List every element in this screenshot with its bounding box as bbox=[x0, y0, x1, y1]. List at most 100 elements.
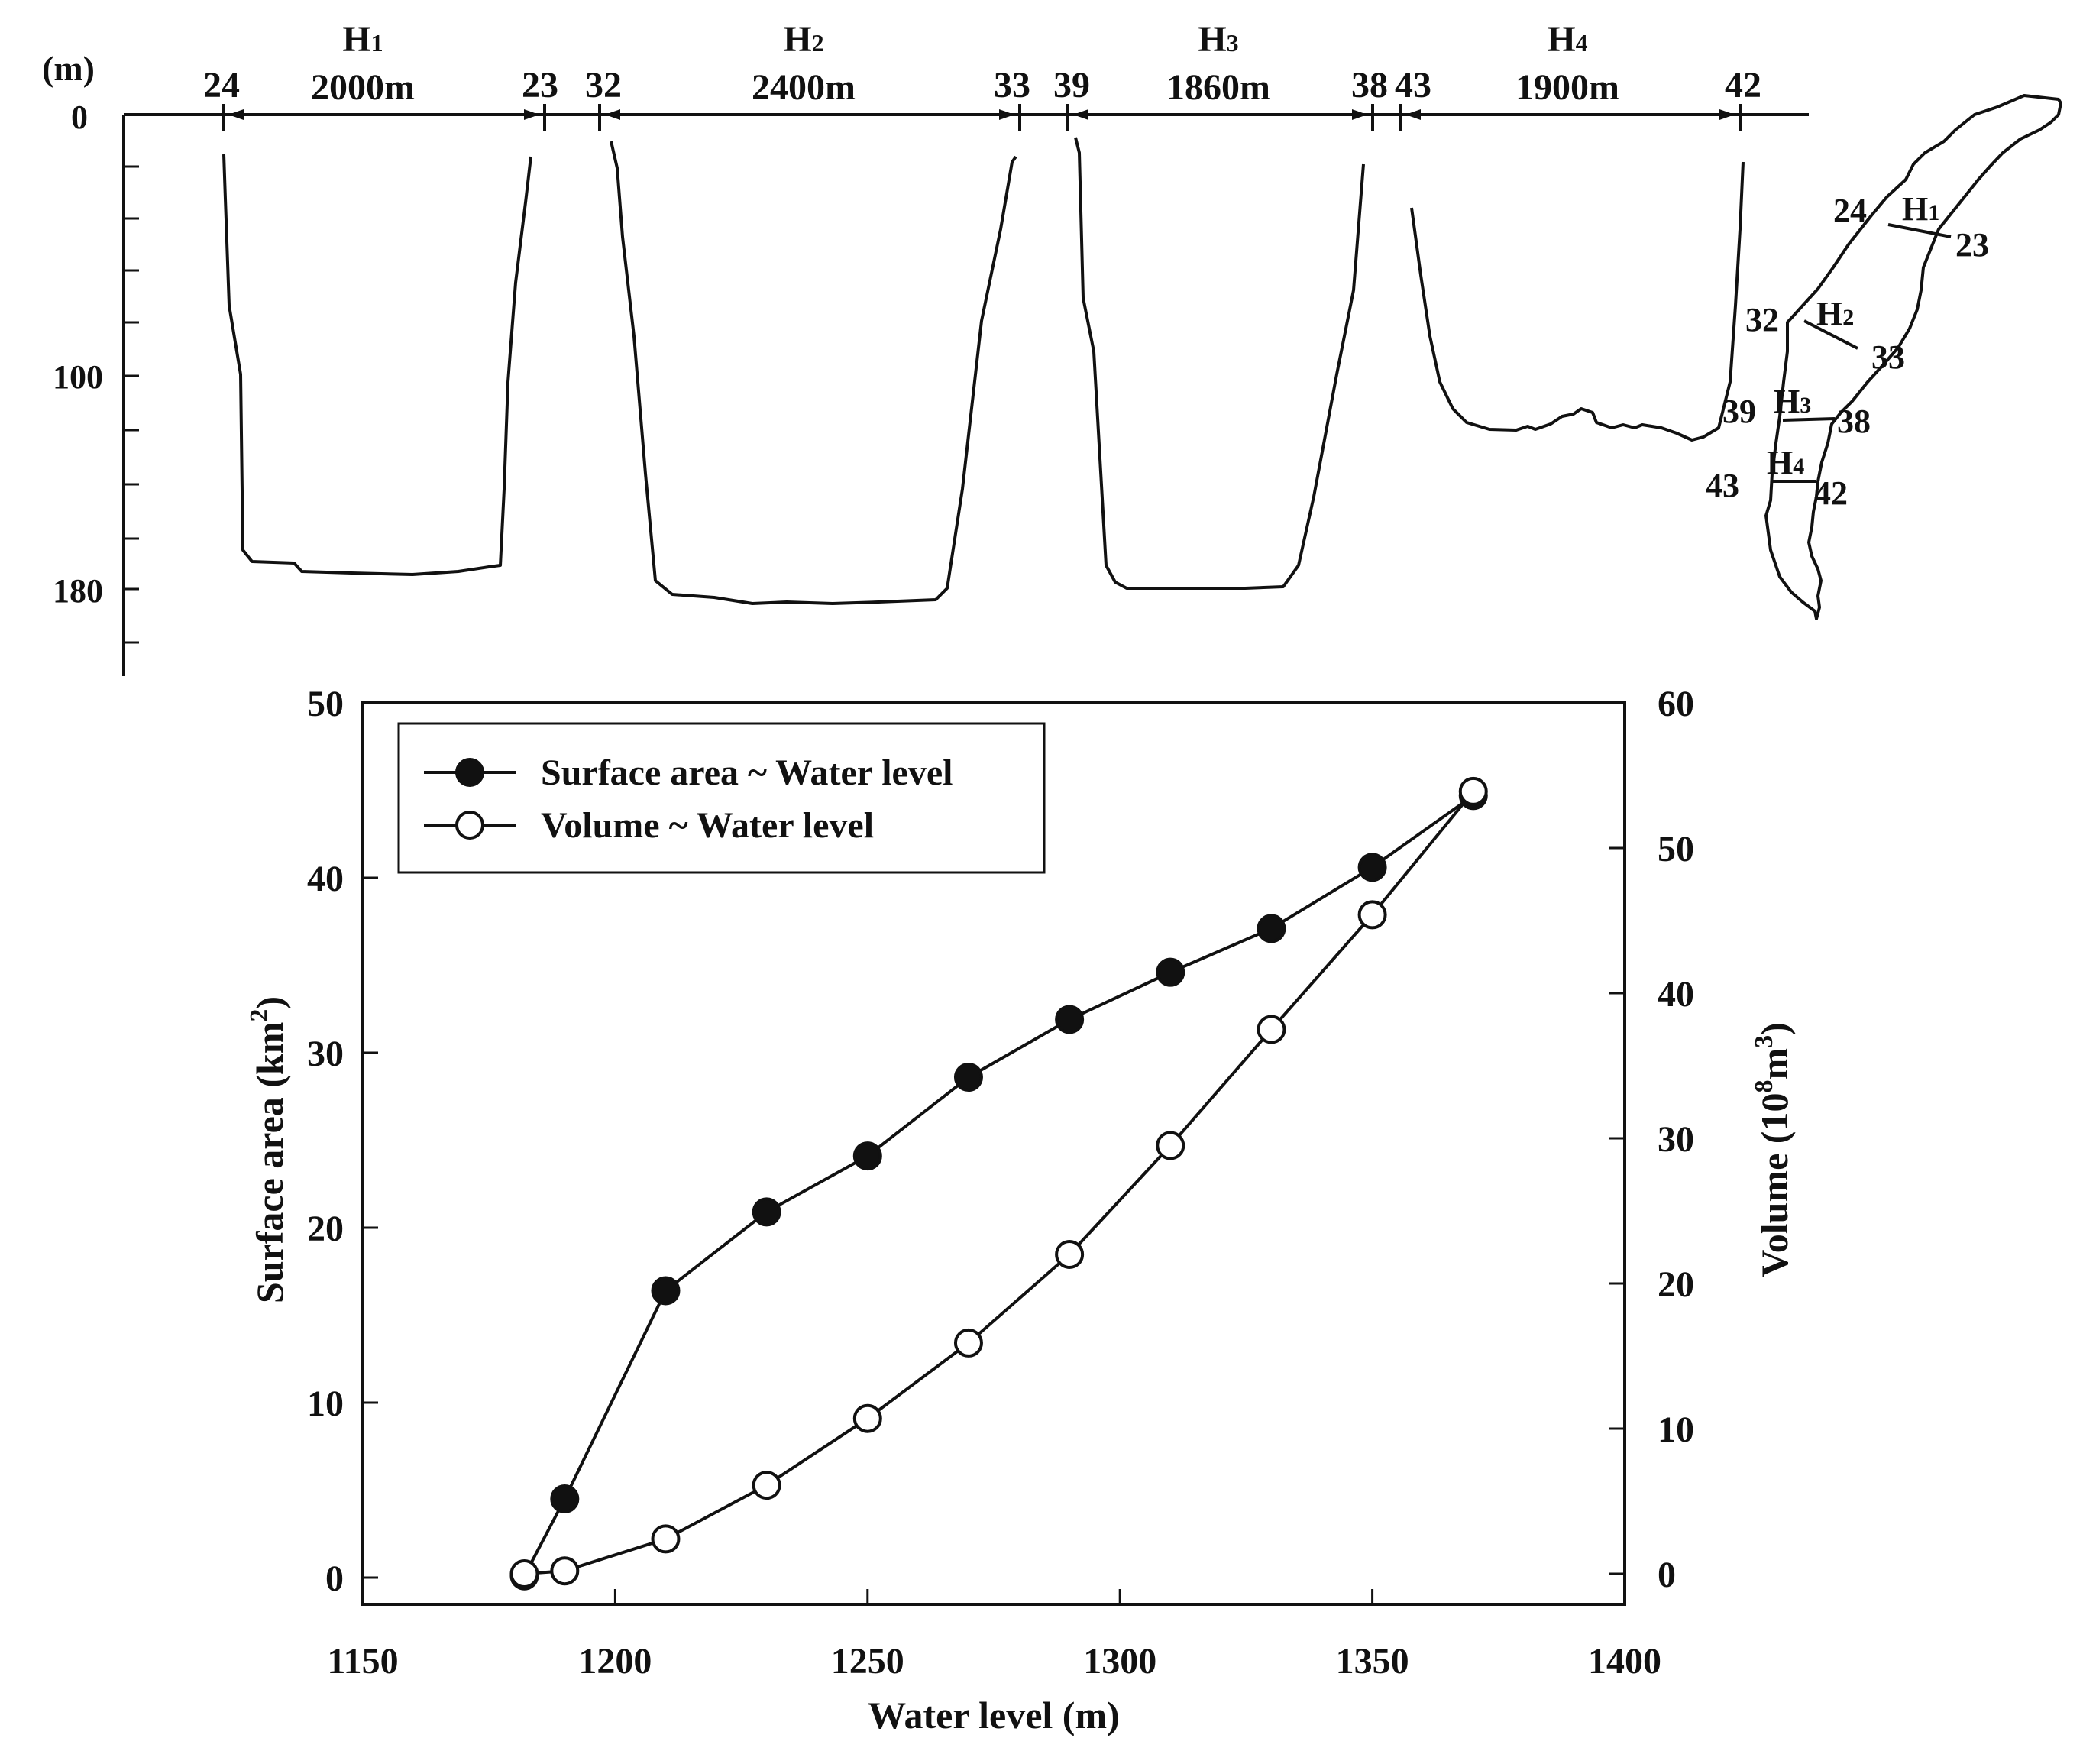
surface-area-point bbox=[852, 1141, 882, 1171]
section-profile bbox=[610, 141, 1017, 605]
section-width-label: 1900m bbox=[1515, 67, 1619, 108]
depth-tick-label: 180 bbox=[53, 572, 103, 610]
volume-point bbox=[752, 1471, 781, 1500]
x-tick-label: 1350 bbox=[1336, 1641, 1409, 1681]
cross-section-panel: (m) 0 100 180 H1 2000m 24 bbox=[42, 19, 2062, 676]
map-section-line bbox=[1887, 223, 1952, 238]
map-section-name: H2 bbox=[1816, 295, 1854, 332]
volume-point bbox=[1257, 1015, 1286, 1044]
map-section-name: H3 bbox=[1774, 383, 1811, 420]
section-width-label: 2000m bbox=[311, 67, 415, 108]
surface-area-point bbox=[1357, 853, 1387, 882]
volume-point bbox=[1156, 1131, 1185, 1160]
x-tick-label: 1200 bbox=[578, 1641, 652, 1681]
surface-area-point bbox=[550, 1484, 580, 1513]
map-point-label: 33 bbox=[1871, 338, 1905, 376]
legend-box bbox=[397, 722, 1046, 874]
section-profile bbox=[1074, 137, 1365, 590]
y2-tick-label: 60 bbox=[1658, 684, 1694, 724]
volume-point bbox=[1458, 776, 1488, 806]
surface-area-point bbox=[752, 1197, 781, 1227]
depth-tick-label: 0 bbox=[71, 99, 88, 136]
y2-tick-label: 30 bbox=[1658, 1119, 1694, 1160]
map-point-label: 24 bbox=[1833, 192, 1867, 229]
section-left-point: 24 bbox=[203, 65, 240, 105]
section-name: H2 bbox=[783, 19, 823, 60]
y2-tick-label: 0 bbox=[1658, 1555, 1676, 1595]
section-right-point: 33 bbox=[994, 65, 1030, 105]
y2-tick-label: 40 bbox=[1658, 974, 1694, 1015]
y2-tick-label: 10 bbox=[1658, 1410, 1694, 1450]
section-width-label: 2400m bbox=[752, 67, 856, 108]
section-h4: H4 1900m 43 42 bbox=[1395, 19, 1761, 442]
depth-tick-label: 100 bbox=[53, 358, 103, 396]
depth-axis-ticks bbox=[124, 113, 139, 644]
volume-point bbox=[1357, 900, 1387, 930]
y-tick-label: 40 bbox=[307, 859, 344, 899]
surface-area-point bbox=[651, 1276, 681, 1306]
series-line-surface-area bbox=[522, 794, 1474, 1577]
x-tick-label: 1150 bbox=[327, 1641, 398, 1681]
section-left-point: 43 bbox=[1395, 65, 1431, 105]
section-right-point: 38 bbox=[1351, 65, 1388, 105]
reservoir-outline bbox=[1764, 94, 2062, 620]
map-section-name: H4 bbox=[1767, 444, 1804, 481]
y2-tick-label: 20 bbox=[1658, 1264, 1694, 1305]
x-tick-label: 1300 bbox=[1083, 1641, 1156, 1681]
section-h2: H2 2400m 32 33 bbox=[585, 19, 1030, 605]
map-section-line bbox=[1782, 417, 1836, 422]
plot-frame bbox=[361, 701, 1626, 1606]
surface-area-point bbox=[1156, 957, 1185, 987]
y-axis-left: 0 10 20 30 40 50 bbox=[307, 684, 378, 1599]
section-name: H3 bbox=[1198, 19, 1238, 60]
depth-unit-label: (m) bbox=[42, 49, 95, 88]
map-section-line bbox=[1803, 319, 1858, 350]
series-layer bbox=[509, 776, 1488, 1591]
volume-point bbox=[852, 1403, 882, 1433]
y-axis-right: 0 10 20 30 40 50 60 bbox=[1609, 684, 1694, 1595]
y-tick-label: 10 bbox=[307, 1384, 344, 1424]
map-point-label: 43 bbox=[1706, 467, 1739, 504]
section-right-point: 42 bbox=[1725, 65, 1761, 105]
section-h3: H3 1860m 39 38 bbox=[1053, 19, 1388, 590]
x-axis-title: Water level (m) bbox=[868, 1694, 1120, 1736]
reservoir-map-inset: H1 24 23 H2 32 33 H3 39 38 H4 43 42 bbox=[1706, 94, 2062, 620]
map-point-label: 39 bbox=[1722, 393, 1756, 430]
legend-marker-filled bbox=[455, 758, 484, 787]
volume-point bbox=[1055, 1240, 1085, 1269]
legend: Surface area ~ Water level Volume ~ Wate… bbox=[397, 722, 1046, 874]
legend-label: Surface area ~ Water level bbox=[541, 753, 953, 793]
section-name: H1 bbox=[342, 19, 383, 60]
area-volume-chart: 1150 1200 1250 1300 1350 1400 0 10 20 30 40 50 0 10… bbox=[245, 684, 1796, 1736]
map-point-label: 32 bbox=[1745, 301, 1779, 338]
section-name: H4 bbox=[1547, 19, 1587, 60]
y-tick-label: 50 bbox=[307, 684, 344, 724]
section-h1: H1 2000m 24 23 bbox=[203, 19, 558, 576]
y-tick-label: 30 bbox=[307, 1034, 344, 1074]
volume-point bbox=[651, 1524, 681, 1554]
map-point-label: 23 bbox=[1955, 226, 1989, 264]
section-left-point: 32 bbox=[585, 65, 622, 105]
y2-tick-label: 50 bbox=[1658, 829, 1694, 869]
volume-point bbox=[550, 1556, 580, 1586]
surface-area-point bbox=[953, 1063, 983, 1092]
section-profile bbox=[222, 154, 532, 576]
legend-label: Volume ~ Water level bbox=[541, 805, 874, 846]
x-tick-label: 1250 bbox=[831, 1641, 904, 1681]
y2-axis-title: Volume (108m3) bbox=[1750, 1022, 1796, 1277]
y-axis-title: Surface area (km2) bbox=[245, 996, 291, 1303]
map-point-label: 42 bbox=[1814, 474, 1848, 512]
map-section-name: H1 bbox=[1902, 190, 1939, 228]
surface-area-point bbox=[1055, 1005, 1085, 1034]
map-point-label: 38 bbox=[1837, 403, 1871, 440]
section-profile bbox=[1410, 161, 1745, 442]
section-width-label: 1860m bbox=[1166, 67, 1270, 108]
volume-point bbox=[509, 1559, 539, 1588]
surface-area-point bbox=[1257, 914, 1286, 943]
y-tick-label: 0 bbox=[325, 1558, 344, 1599]
section-right-point: 23 bbox=[522, 65, 558, 105]
x-tick-label: 1400 bbox=[1588, 1641, 1661, 1681]
legend-marker-open bbox=[455, 811, 484, 840]
y-tick-label: 20 bbox=[307, 1209, 344, 1249]
